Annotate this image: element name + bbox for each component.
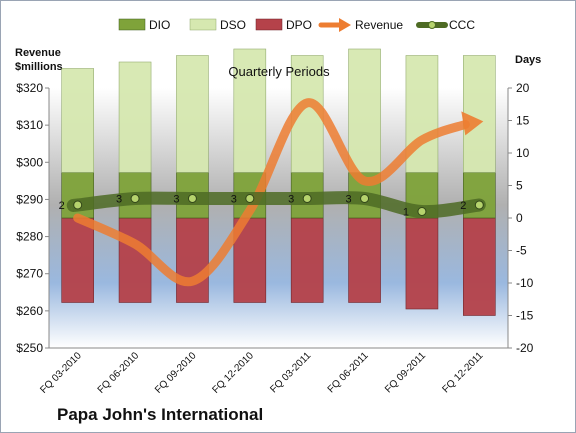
x-tick-label: FQ 03-2011	[268, 350, 313, 395]
ccc-marker	[245, 194, 255, 203]
revenue-layer	[73, 98, 484, 287]
bar-dso	[463, 55, 496, 173]
revenue-line	[73, 98, 470, 287]
company-name: Papa John's International	[57, 405, 264, 424]
right-tick-label: 5	[516, 179, 523, 193]
ccc-data-label: 3	[346, 194, 352, 206]
ccc-data-label: 2	[460, 200, 466, 212]
bar-dpo	[290, 217, 324, 303]
x-tick-label: FQ 12-2011	[440, 350, 485, 395]
right-tick-label: 0	[516, 211, 523, 225]
right-tick-label: 20	[516, 81, 530, 95]
chart-title: Quarterly Periods	[228, 64, 330, 79]
left-tick-label: $310	[16, 118, 43, 132]
left-axis-ticks: $250 $260 $270 $280 $290 $300 $310 $320	[16, 81, 49, 355]
legend-swatch-dio	[118, 18, 146, 31]
ccc-data-label: 3	[231, 194, 237, 206]
x-tick-label: FQ 12-2010	[210, 350, 256, 396]
legend-label-dpo: DPO	[286, 18, 312, 32]
legend-label-revenue: Revenue	[355, 18, 403, 32]
bar-dpo	[405, 217, 439, 310]
legend-label-ccc: CCC	[449, 18, 475, 32]
bar-dso	[61, 68, 94, 173]
ccc-data-label: 3	[288, 194, 294, 206]
bar-dpo	[61, 217, 94, 303]
ccc-marker	[417, 207, 427, 216]
left-tick-label: $290	[16, 192, 43, 206]
right-tick-label: -15	[516, 309, 534, 323]
right-tick-label: -5	[516, 244, 527, 258]
ccc-marker	[474, 200, 484, 210]
x-tick-label: FQ 06-2011	[326, 350, 371, 395]
bar-dpo	[176, 217, 209, 303]
left-tick-label: $300	[16, 155, 43, 169]
ccc-marker	[130, 194, 140, 203]
legend-swatch-dso	[189, 18, 217, 31]
x-tick-label: FQ 09-2010	[153, 350, 199, 396]
ccc-data-label: 3	[173, 194, 179, 206]
right-axis-ticks: -20 -15 -10 -5 0 5 10 15 20	[508, 81, 534, 355]
left-tick-label: $280	[16, 230, 43, 244]
ccc-marker	[73, 200, 83, 210]
legend-label-dio: DIO	[149, 18, 170, 32]
x-tick-label: FQ 03-2010	[38, 350, 84, 396]
x-axis-ticks: FQ 03-2010 FQ 06-2010 FQ 09-2010 FQ 12-2010…	[38, 350, 485, 396]
bar-dpo	[348, 217, 381, 303]
revenue-arrowhead	[461, 111, 484, 136]
left-tick-label: $260	[16, 304, 43, 318]
ccc-marker	[302, 194, 312, 203]
x-tick-label: FQ 09-2011	[383, 350, 428, 395]
right-tick-label: -20	[516, 341, 534, 355]
right-tick-label: 10	[516, 146, 530, 160]
legend-marker-ccc	[428, 21, 436, 29]
right-tick-label: -10	[516, 276, 534, 290]
bar-dpo	[118, 217, 152, 303]
ccc-data-label: 2	[59, 200, 65, 212]
right-axis-title: Days	[515, 54, 541, 66]
plot-area	[49, 88, 508, 348]
bar-dso	[118, 61, 152, 173]
left-tick-label: $320	[16, 81, 43, 95]
right-tick-label: 15	[516, 114, 530, 128]
ccc-layer: 2 3 3 3 3 3 1 2	[59, 191, 486, 219]
legend-swatch-dpo	[255, 18, 283, 31]
left-tick-label: $270	[16, 267, 43, 281]
ccc-marker	[360, 194, 370, 203]
ccc-data-label: 3	[116, 194, 122, 206]
bar-dpo	[463, 217, 496, 316]
legend-arrowhead-revenue	[339, 18, 351, 32]
left-axis-title-line1: Revenue	[15, 47, 61, 59]
bar-dso	[176, 55, 209, 173]
ccc-data-label: 1	[403, 207, 409, 219]
bar-dso	[233, 48, 267, 173]
bar-dso	[348, 48, 381, 173]
ccc-marker	[187, 194, 197, 203]
legend-label-dso: DSO	[220, 18, 246, 32]
x-tick-label: FQ 06-2010	[96, 350, 142, 396]
left-axis-title-line2: $millions	[15, 61, 63, 73]
legend: DIO DSO DPO Revenue CCC	[118, 18, 475, 32]
left-tick-label: $250	[16, 341, 43, 355]
